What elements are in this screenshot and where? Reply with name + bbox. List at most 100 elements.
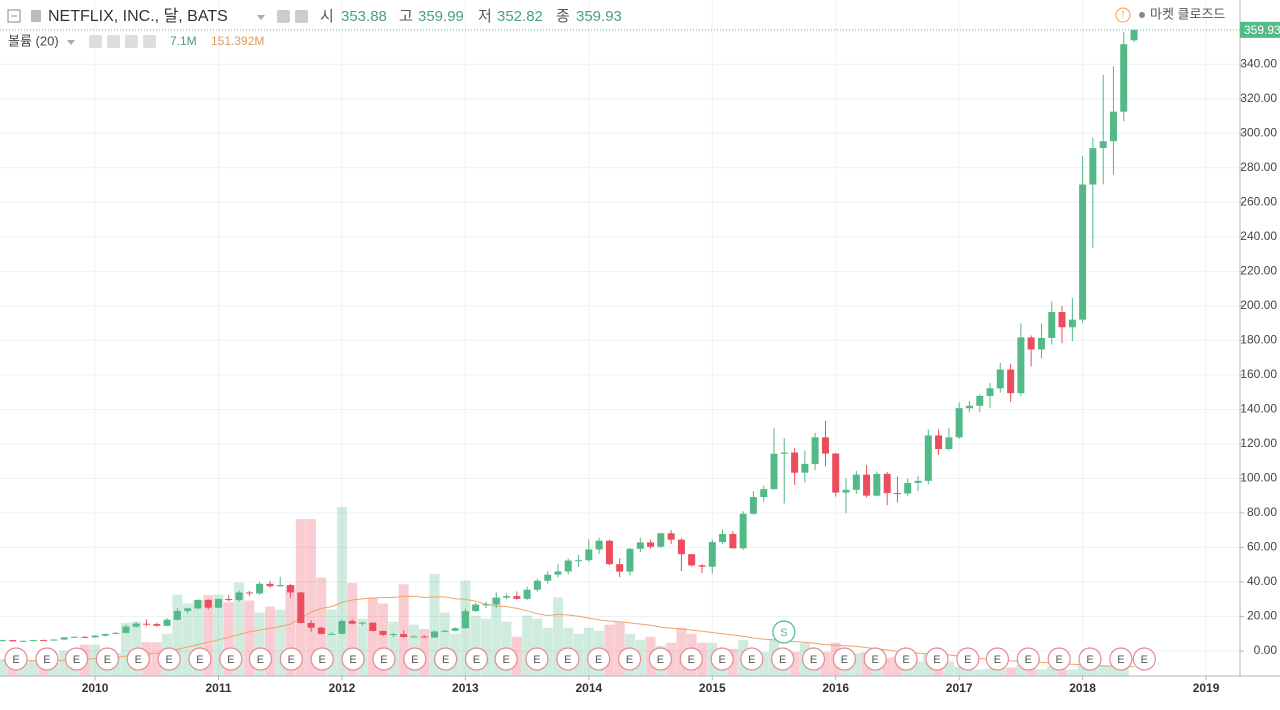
earnings-label: E — [533, 654, 540, 666]
candle-body — [647, 542, 655, 547]
volume-bar — [1046, 666, 1057, 676]
earnings-label: E — [657, 654, 664, 666]
earnings-label: E — [442, 654, 449, 666]
candle-body — [1068, 319, 1076, 328]
warning-icon[interactable] — [1115, 7, 1131, 23]
earnings-marker — [4, 647, 28, 671]
volume-bar — [1015, 665, 1026, 676]
settings-icon[interactable] — [107, 35, 120, 48]
earnings-label: E — [626, 654, 633, 666]
volume-bar — [223, 602, 234, 676]
earnings-marker — [35, 647, 59, 671]
settings-icon[interactable] — [295, 10, 308, 23]
earnings-marker — [341, 647, 365, 671]
y-tick-label: 120.00 — [1240, 436, 1277, 450]
earnings-marker — [157, 647, 181, 671]
candle-body — [924, 435, 932, 481]
volume-bar — [1026, 668, 1037, 676]
candle-body — [328, 633, 336, 635]
y-tick-label: 100.00 — [1240, 471, 1277, 485]
volume-bar — [275, 609, 286, 676]
candle-body — [1130, 29, 1138, 41]
volume-bar — [470, 615, 481, 676]
volume-bar — [614, 622, 625, 676]
candle-body — [1089, 148, 1097, 185]
candle-body — [431, 631, 439, 638]
symbol-title: NETFLIX, INC., 달, BATS — [48, 7, 228, 25]
candle-body — [60, 637, 68, 640]
earnings-label: E — [779, 654, 786, 666]
earnings-marker — [832, 647, 856, 671]
candle-body — [914, 480, 922, 483]
close-icon[interactable] — [143, 35, 156, 48]
volume-bar — [336, 507, 347, 676]
y-tick-label: 200.00 — [1240, 298, 1277, 312]
earnings-marker — [494, 647, 518, 671]
y-tick-label: 320.00 — [1240, 91, 1277, 105]
earnings-label: E — [1141, 654, 1148, 666]
volume-value: 7.1M — [170, 34, 197, 48]
earnings-marker — [219, 647, 243, 671]
candle-body — [719, 533, 727, 543]
earnings-label: E — [502, 654, 509, 666]
volume-bar — [285, 585, 296, 676]
candle-body — [1099, 141, 1107, 149]
candle-body — [70, 636, 78, 638]
candle-body — [348, 620, 356, 624]
volume-bar — [264, 606, 275, 676]
grid — [0, 0, 1240, 676]
earnings-label: E — [473, 654, 480, 666]
volume-bar — [192, 600, 203, 676]
split-marker — [772, 620, 796, 644]
candle-body — [811, 437, 819, 464]
volume-bar — [254, 612, 265, 676]
candle-body — [554, 571, 562, 575]
candle-body — [245, 592, 253, 594]
earnings-marker — [188, 647, 212, 671]
candle-body — [369, 622, 377, 631]
candle-body — [338, 620, 346, 634]
y-tick-label: 60.00 — [1247, 540, 1277, 554]
candle-body — [112, 632, 120, 634]
candle-body — [595, 540, 603, 550]
candle-body — [688, 554, 696, 566]
earnings-marker — [1016, 647, 1040, 671]
volume-bar — [203, 595, 214, 676]
volume-bar — [0, 659, 8, 676]
candle-body — [616, 564, 624, 572]
candle-body — [143, 623, 151, 625]
x-tick-label: 2014 — [575, 681, 602, 695]
candle-body — [955, 408, 963, 438]
candle-body — [1007, 369, 1015, 394]
earnings-marker — [434, 647, 458, 671]
volume-bar — [522, 615, 533, 676]
earnings-marker — [95, 647, 119, 671]
candle-body — [883, 473, 891, 494]
candle-body — [420, 636, 428, 638]
eye-icon[interactable] — [89, 35, 102, 48]
candle-body — [760, 489, 768, 498]
volume-bar — [378, 603, 389, 676]
earnings-label: E — [257, 654, 264, 666]
candle-body — [626, 548, 634, 572]
candle-body — [153, 624, 161, 626]
volume-bar — [532, 618, 543, 676]
volume-bar — [1108, 666, 1119, 676]
candle-body — [1017, 337, 1025, 394]
collapse-icon[interactable] — [7, 9, 21, 23]
dropdown-arrow[interactable] — [257, 15, 265, 20]
earnings-marker — [985, 647, 1010, 671]
x-tick-label: 2017 — [946, 681, 973, 695]
volume-bar — [90, 644, 101, 676]
earnings-label: E — [319, 654, 326, 666]
candle-body — [173, 610, 181, 620]
volume-bar — [995, 668, 1006, 676]
candle-body — [379, 630, 387, 635]
volume-bar — [943, 661, 954, 676]
add-icon[interactable] — [125, 35, 138, 48]
eye-icon[interactable] — [277, 10, 290, 23]
dropdown-arrow[interactable] — [67, 40, 75, 45]
candle-body — [893, 493, 901, 495]
